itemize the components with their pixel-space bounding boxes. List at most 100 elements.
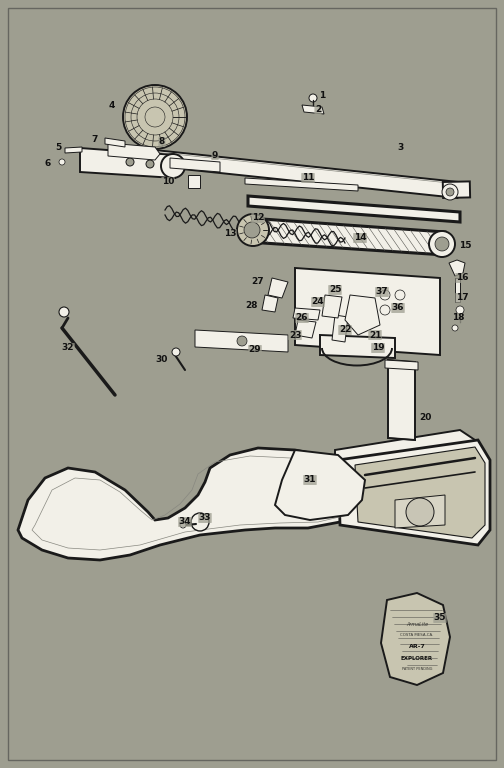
Polygon shape (248, 196, 460, 222)
Polygon shape (105, 138, 125, 147)
Circle shape (237, 214, 269, 246)
Polygon shape (245, 178, 358, 191)
Polygon shape (388, 360, 415, 440)
Circle shape (59, 159, 65, 165)
Circle shape (442, 184, 458, 200)
Polygon shape (355, 447, 485, 538)
Text: 12: 12 (252, 214, 264, 223)
Polygon shape (275, 450, 365, 520)
Text: 16: 16 (456, 273, 468, 283)
Circle shape (406, 498, 434, 526)
Circle shape (380, 305, 390, 315)
Text: 9: 9 (212, 151, 218, 160)
Circle shape (446, 188, 454, 196)
Text: 26: 26 (296, 313, 308, 323)
Polygon shape (293, 308, 320, 320)
Text: 10: 10 (162, 177, 174, 187)
Text: 31: 31 (304, 475, 316, 485)
Circle shape (429, 231, 455, 257)
Circle shape (126, 158, 134, 166)
Polygon shape (332, 315, 348, 342)
Polygon shape (322, 295, 342, 318)
Polygon shape (18, 448, 375, 560)
Text: 24: 24 (311, 297, 324, 306)
Text: 33: 33 (199, 514, 211, 522)
Text: 7: 7 (92, 135, 98, 144)
Polygon shape (455, 278, 460, 302)
Polygon shape (395, 495, 445, 528)
Text: 29: 29 (248, 346, 261, 355)
Text: 34: 34 (179, 518, 192, 527)
Polygon shape (335, 430, 475, 468)
Polygon shape (443, 181, 470, 198)
Circle shape (161, 154, 185, 178)
Text: 3: 3 (397, 144, 403, 153)
Text: 17: 17 (456, 293, 468, 303)
Text: 21: 21 (369, 330, 381, 339)
Polygon shape (65, 147, 82, 153)
Circle shape (237, 336, 247, 346)
Polygon shape (268, 278, 288, 298)
Text: 27: 27 (251, 277, 264, 286)
Text: 28: 28 (246, 300, 258, 310)
Polygon shape (340, 448, 475, 475)
Circle shape (244, 222, 260, 238)
Text: 4: 4 (109, 101, 115, 110)
Text: 13: 13 (224, 230, 236, 239)
Text: 19: 19 (371, 343, 385, 353)
Polygon shape (108, 143, 160, 160)
Polygon shape (295, 320, 316, 338)
Text: 20: 20 (419, 413, 431, 422)
Polygon shape (449, 260, 465, 276)
Polygon shape (195, 330, 288, 352)
Text: COSTA MESA,CA.: COSTA MESA,CA. (400, 633, 433, 637)
Polygon shape (345, 295, 380, 335)
Circle shape (172, 348, 180, 356)
Circle shape (452, 325, 458, 331)
FancyBboxPatch shape (8, 8, 496, 760)
Circle shape (380, 290, 390, 300)
Text: 1: 1 (319, 91, 325, 100)
Circle shape (59, 307, 69, 317)
Text: 25: 25 (329, 286, 341, 294)
Circle shape (395, 290, 405, 300)
Polygon shape (338, 440, 490, 545)
Text: 14: 14 (354, 233, 366, 243)
Text: 35: 35 (434, 614, 446, 623)
Polygon shape (248, 218, 445, 255)
Text: AR-7: AR-7 (409, 644, 425, 650)
Text: 5: 5 (55, 144, 61, 153)
Text: ArmaLite: ArmaLite (406, 623, 428, 627)
Polygon shape (135, 148, 459, 198)
Text: EXPLORER: EXPLORER (401, 656, 433, 660)
Circle shape (123, 85, 187, 149)
Text: PATENT PENDING: PATENT PENDING (402, 667, 432, 671)
Text: 11: 11 (302, 174, 314, 183)
Polygon shape (320, 335, 395, 358)
Text: 22: 22 (339, 326, 351, 335)
Circle shape (191, 513, 209, 531)
Circle shape (238, 216, 266, 244)
Text: 6: 6 (45, 158, 51, 167)
Text: 30: 30 (156, 356, 168, 365)
Text: 15: 15 (459, 240, 471, 250)
Polygon shape (188, 175, 200, 188)
Polygon shape (381, 593, 450, 685)
Text: 18: 18 (452, 313, 464, 323)
Circle shape (146, 160, 154, 168)
Polygon shape (302, 105, 324, 114)
Text: 37: 37 (375, 287, 388, 296)
Text: 32: 32 (62, 343, 74, 353)
Circle shape (435, 237, 449, 251)
Polygon shape (262, 295, 278, 312)
Polygon shape (80, 148, 175, 178)
Circle shape (456, 306, 464, 314)
Text: 2: 2 (315, 105, 321, 114)
Text: 23: 23 (289, 330, 301, 339)
Text: 36: 36 (392, 303, 404, 313)
Circle shape (309, 94, 317, 102)
Text: 8: 8 (159, 137, 165, 147)
Polygon shape (170, 158, 220, 172)
Circle shape (180, 522, 186, 528)
Polygon shape (385, 360, 418, 370)
